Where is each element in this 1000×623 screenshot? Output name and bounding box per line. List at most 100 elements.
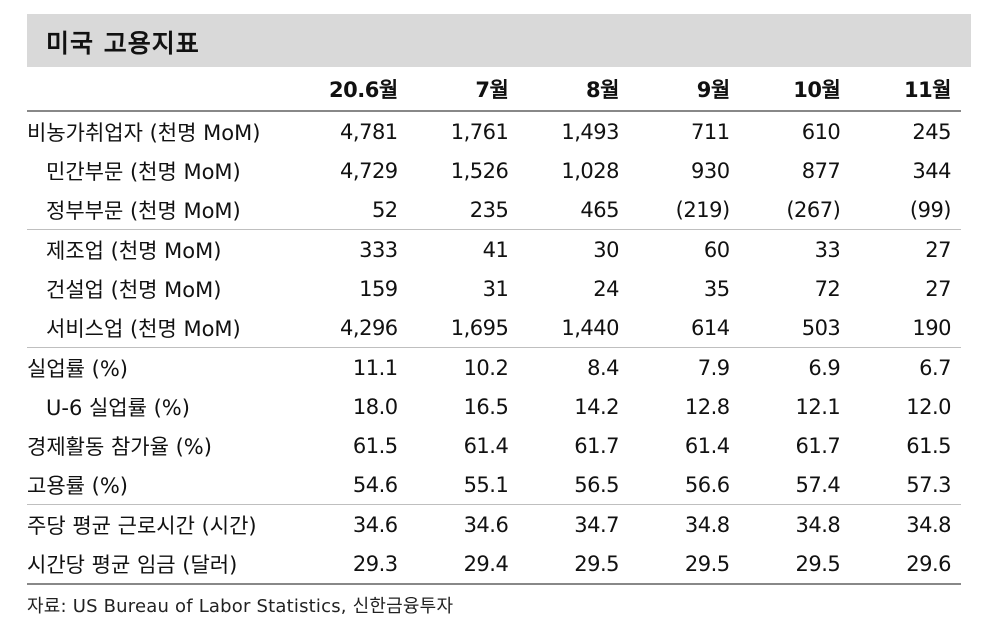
cell: 245 <box>912 119 951 144</box>
row-label: U-6 실업률 (%) <box>46 395 190 420</box>
cell: 1,493 <box>561 119 619 144</box>
row-label: 정부부문 (천명 MoM) <box>27 190 298 230</box>
cell: 34.6 <box>352 512 398 537</box>
cell: 33 <box>814 237 841 262</box>
header-cell-jun: 20.6월 <box>297 67 408 112</box>
cell: 16.5 <box>463 394 509 419</box>
table-row: 경제활동 참가율 (%) 61.5 61.4 61.7 61.4 61.7 61… <box>27 426 961 465</box>
cell: 610 <box>801 119 841 144</box>
row-label: 제조업 (천명 MoM) <box>46 238 222 263</box>
cell: 12.1 <box>795 394 841 419</box>
cell: 34.7 <box>574 512 619 537</box>
cell: 34.8 <box>906 512 951 537</box>
row-label: 주당 평균 근로시간 (시간) <box>27 513 257 538</box>
row-label: 시간당 평균 임금 (달러) <box>27 544 298 585</box>
cell: 55.1 <box>407 465 519 505</box>
table-row: 실업률 (%) 11.1 10.2 8.4 7.9 6.9 6.7 <box>27 348 961 388</box>
header-cell-jul: 7월 <box>407 67 519 112</box>
employment-table: 20.6월 7월 8월 9월 10월 11월 비농가취업자 (천명 MoM) 4… <box>27 67 961 585</box>
cell: (267) <box>739 190 851 230</box>
table-row: 고용률 (%) 54.6 55.1 56.5 56.6 57.4 57.3 <box>27 465 961 505</box>
cell: 465 <box>518 190 629 230</box>
cell: 61.4 <box>684 433 730 458</box>
cell: 61.7 <box>574 433 619 458</box>
cell: 1,028 <box>561 158 619 183</box>
cell: 8.4 <box>587 355 619 380</box>
cell: 27 <box>925 237 951 262</box>
cell: 56.6 <box>628 465 740 505</box>
cell: 29.5 <box>518 544 629 585</box>
table-row: 건설업 (천명 MoM) 159 31 24 35 72 27 <box>27 269 961 308</box>
cell: 1,695 <box>407 308 519 348</box>
table-row: 서비스업 (천명 MoM) 4,296 1,695 1,440 614 503 … <box>27 308 961 348</box>
cell: 614 <box>628 308 740 348</box>
table-row: 민간부문 (천명 MoM) 4,729 1,526 1,028 930 877 … <box>27 151 961 190</box>
row-label: 고용률 (%) <box>27 465 298 505</box>
cell: 29.6 <box>850 544 961 585</box>
cell: 57.3 <box>850 465 961 505</box>
cell: 29.5 <box>628 544 740 585</box>
cell: 930 <box>691 158 730 183</box>
row-label: 서비스업 (천명 MoM) <box>27 308 298 348</box>
cell: 61.7 <box>795 433 841 458</box>
table-row: 제조업 (천명 MoM) 333 41 30 60 33 27 <box>27 230 961 270</box>
cell: 4,729 <box>340 158 398 183</box>
cell: 877 <box>801 158 841 183</box>
cell: 333 <box>359 237 398 262</box>
cell: 10.2 <box>463 355 509 380</box>
table-row: 정부부문 (천명 MoM) 52 235 465 (219) (267) (99… <box>27 190 961 230</box>
cell: 7.9 <box>697 355 730 380</box>
source-note: 자료: US Bureau of Labor Statistics, 신한금융투… <box>27 596 454 617</box>
table-title: 미국 고용지표 <box>46 29 200 58</box>
row-label: 건설업 (천명 MoM) <box>46 277 222 302</box>
row-label: 경제활동 참가율 (%) <box>27 434 212 459</box>
cell: 54.6 <box>297 465 408 505</box>
cell: (99) <box>850 190 961 230</box>
cell: 14.2 <box>574 394 619 419</box>
cell: 11.1 <box>352 355 398 380</box>
cell: 34.8 <box>795 512 841 537</box>
cell: 1,761 <box>450 119 509 144</box>
employment-table-container: 20.6월 7월 8월 9월 10월 11월 비농가취업자 (천명 MoM) 4… <box>27 67 961 585</box>
cell: 1,440 <box>518 308 629 348</box>
table-row: 주당 평균 근로시간 (시간) 34.6 34.6 34.7 34.8 34.8… <box>27 505 961 545</box>
cell: 4,781 <box>340 119 398 144</box>
cell: 12.0 <box>906 394 951 419</box>
cell: 56.5 <box>518 465 629 505</box>
cell: 61.5 <box>906 433 951 458</box>
table-row: 비농가취업자 (천명 MoM) 4,781 1,761 1,493 711 61… <box>27 111 961 151</box>
cell: 29.3 <box>297 544 408 585</box>
cell: 29.5 <box>739 544 851 585</box>
cell: 72 <box>814 276 841 301</box>
cell: 34.8 <box>684 512 730 537</box>
cell: 4,296 <box>297 308 408 348</box>
table-row: U-6 실업률 (%) 18.0 16.5 14.2 12.8 12.1 12.… <box>27 387 961 426</box>
row-label: 실업률 (%) <box>27 356 128 381</box>
cell: 30 <box>593 237 619 262</box>
cell: 6.7 <box>919 355 951 380</box>
cell: (219) <box>628 190 740 230</box>
cell: 24 <box>593 276 619 301</box>
cell: 6.9 <box>808 355 841 380</box>
cell: 344 <box>912 158 951 183</box>
cell: 235 <box>407 190 519 230</box>
cell: 12.8 <box>684 394 730 419</box>
cell: 52 <box>297 190 408 230</box>
header-cell-aug: 8월 <box>518 67 629 112</box>
header-cell-oct: 10월 <box>739 67 851 112</box>
cell: 57.4 <box>739 465 851 505</box>
cell: 35 <box>703 276 730 301</box>
row-label: 민간부문 (천명 MoM) <box>46 159 241 184</box>
row-label: 비농가취업자 (천명 MoM) <box>27 120 261 145</box>
header-cell-nov: 11월 <box>850 67 961 112</box>
cell: 159 <box>359 276 398 301</box>
cell: 31 <box>482 276 509 301</box>
cell: 61.5 <box>352 433 398 458</box>
cell: 1,526 <box>450 158 509 183</box>
table-row: 시간당 평균 임금 (달러) 29.3 29.4 29.5 29.5 29.5 … <box>27 544 961 585</box>
cell: 41 <box>482 237 509 262</box>
title-bar: 미국 고용지표 <box>27 14 971 67</box>
cell: 27 <box>925 276 951 301</box>
cell: 711 <box>691 119 730 144</box>
cell: 61.4 <box>463 433 509 458</box>
